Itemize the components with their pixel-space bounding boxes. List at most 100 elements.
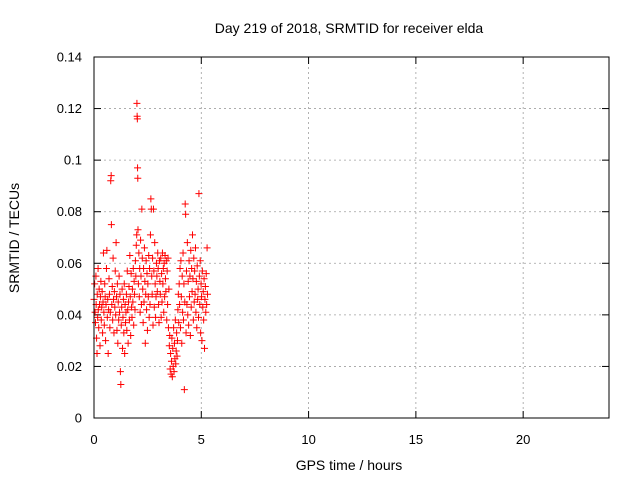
data-point bbox=[116, 308, 124, 316]
data-point bbox=[155, 319, 163, 327]
data-point bbox=[99, 329, 107, 337]
x-tick-label: 5 bbox=[198, 432, 205, 447]
data-point bbox=[147, 195, 155, 203]
data-point bbox=[177, 257, 185, 265]
data-point bbox=[144, 280, 152, 288]
data-point bbox=[107, 172, 115, 180]
data-point bbox=[184, 311, 192, 319]
data-point bbox=[130, 277, 138, 285]
y-tick-label: 0.1 bbox=[64, 153, 82, 168]
data-point bbox=[116, 368, 124, 376]
data-point bbox=[113, 326, 121, 334]
data-point bbox=[173, 352, 181, 360]
data-point bbox=[145, 313, 153, 321]
data-point bbox=[157, 254, 165, 262]
data-point bbox=[173, 329, 181, 337]
data-point bbox=[180, 386, 188, 394]
data-point bbox=[192, 277, 200, 285]
data-point bbox=[200, 316, 208, 324]
data-point bbox=[108, 282, 116, 290]
data-point bbox=[96, 342, 104, 350]
data-point bbox=[160, 308, 168, 316]
data-point bbox=[113, 280, 121, 288]
data-point bbox=[134, 226, 142, 234]
data-point bbox=[128, 313, 136, 321]
data-point bbox=[105, 275, 113, 283]
data-point bbox=[151, 280, 159, 288]
data-point bbox=[152, 293, 160, 301]
data-point bbox=[137, 236, 145, 244]
data-point bbox=[106, 308, 114, 316]
y-axis-label: SRMTID / TECUs bbox=[6, 183, 22, 293]
data-point bbox=[97, 277, 105, 285]
data-point bbox=[195, 190, 203, 198]
data-point bbox=[143, 326, 151, 334]
data-point bbox=[150, 303, 158, 311]
data-point bbox=[163, 316, 171, 324]
data-point bbox=[133, 115, 141, 123]
data-point bbox=[92, 319, 100, 327]
data-point bbox=[109, 254, 117, 262]
data-point bbox=[156, 290, 164, 298]
data-point bbox=[126, 293, 134, 301]
data-point bbox=[200, 275, 208, 283]
data-point bbox=[139, 319, 147, 327]
data-point bbox=[94, 313, 102, 321]
data-point bbox=[146, 301, 154, 309]
data-point bbox=[194, 285, 202, 293]
data-point bbox=[114, 298, 122, 306]
data-point bbox=[185, 257, 193, 265]
y-tick-label: 0.12 bbox=[57, 101, 82, 116]
data-point bbox=[145, 252, 153, 260]
chart-title: Day 219 of 2018, SRMTID for receiver eld… bbox=[215, 20, 484, 36]
data-point bbox=[172, 360, 180, 368]
data-point bbox=[109, 316, 117, 324]
data-point bbox=[201, 295, 209, 303]
y-tick-label: 0 bbox=[75, 411, 82, 426]
data-point bbox=[168, 373, 176, 381]
data-point bbox=[100, 308, 108, 316]
data-point bbox=[93, 350, 101, 358]
data-point bbox=[161, 293, 169, 301]
data-point bbox=[148, 290, 156, 298]
data-point bbox=[97, 316, 105, 324]
data-point bbox=[190, 254, 198, 262]
data-point bbox=[143, 306, 151, 314]
data-point bbox=[103, 313, 111, 321]
data-point bbox=[201, 344, 209, 352]
data-point bbox=[184, 277, 192, 285]
data-point bbox=[133, 99, 141, 107]
data-point bbox=[176, 301, 184, 309]
data-point bbox=[192, 308, 200, 316]
data-point bbox=[195, 313, 203, 321]
data-point bbox=[179, 308, 187, 316]
data-point bbox=[144, 293, 152, 301]
data-point bbox=[134, 280, 142, 288]
data-point bbox=[135, 249, 143, 257]
data-point bbox=[134, 174, 142, 182]
data-point bbox=[141, 339, 149, 347]
data-point bbox=[201, 282, 209, 290]
data-point bbox=[136, 308, 144, 316]
data-point bbox=[173, 337, 181, 345]
data-point bbox=[146, 231, 154, 239]
data-point bbox=[178, 339, 186, 347]
data-point bbox=[180, 280, 188, 288]
data-point bbox=[140, 298, 148, 306]
data-point bbox=[115, 272, 123, 280]
data-point bbox=[202, 270, 210, 278]
data-point bbox=[182, 267, 190, 275]
data-point bbox=[117, 380, 125, 388]
data-point bbox=[198, 267, 206, 275]
data-point bbox=[100, 321, 108, 329]
data-point bbox=[157, 313, 165, 321]
data-point bbox=[128, 285, 136, 293]
data-point bbox=[114, 339, 122, 347]
data-point bbox=[158, 298, 166, 306]
data-point bbox=[111, 267, 119, 275]
data-point bbox=[175, 319, 183, 327]
data-point bbox=[164, 301, 172, 309]
data-point bbox=[122, 290, 130, 298]
data-point bbox=[123, 326, 131, 334]
x-axis-label: GPS time / hours bbox=[296, 457, 403, 473]
